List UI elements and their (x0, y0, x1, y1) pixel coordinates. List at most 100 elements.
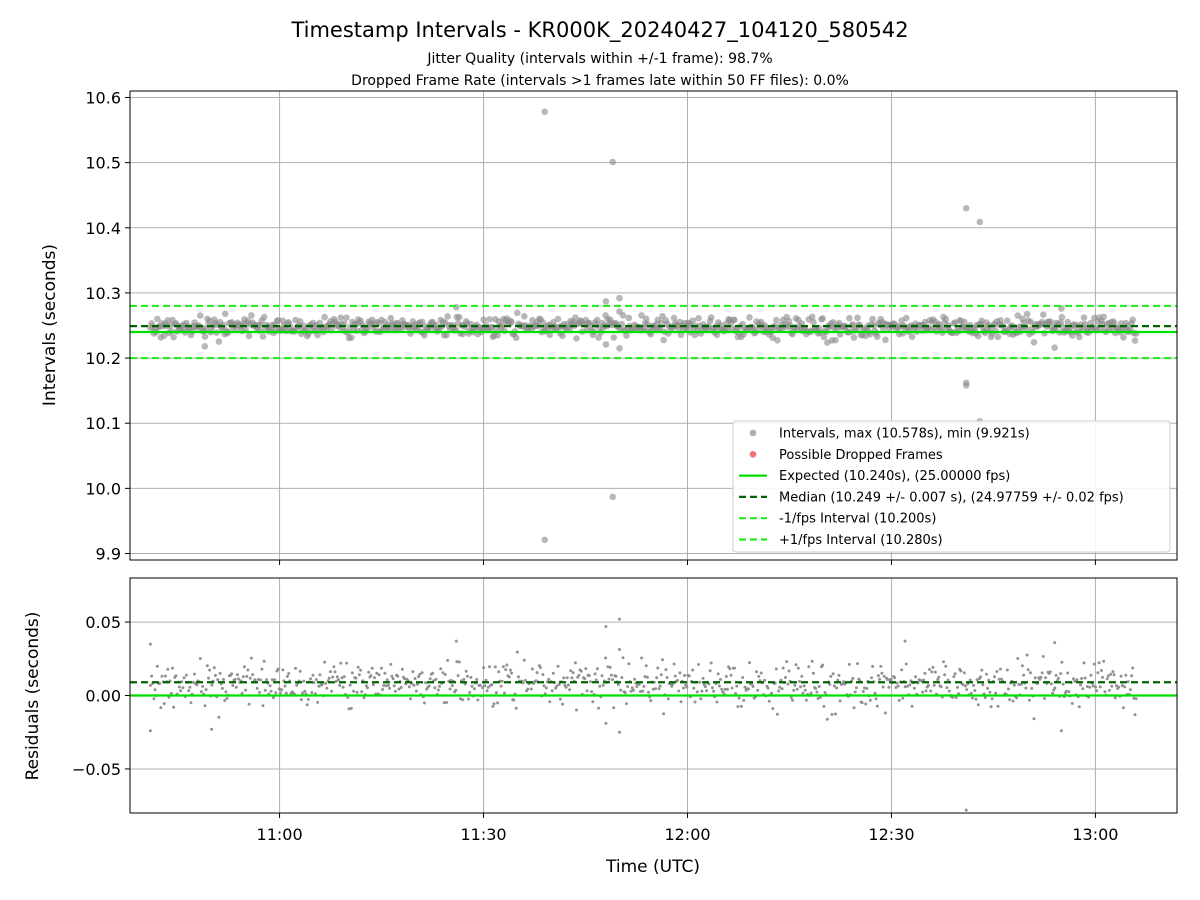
interval-point (555, 684, 559, 688)
outlier-point (148, 642, 152, 646)
interval-point (798, 679, 801, 683)
interval-point (984, 672, 988, 676)
interval-point (606, 665, 610, 669)
interval-point (461, 698, 465, 702)
interval-point (1005, 668, 1009, 672)
y-tick-label: 0.00 (85, 687, 121, 706)
interval-point (273, 678, 277, 682)
interval-point (979, 675, 983, 679)
interval-point (1011, 699, 1015, 703)
outlier-point (903, 639, 907, 643)
interval-point (381, 688, 385, 691)
interval-point (697, 663, 700, 666)
interval-point (222, 678, 225, 681)
interval-point (346, 696, 350, 699)
interval-point (478, 683, 482, 687)
interval-point (529, 687, 533, 691)
interval-point (1040, 311, 1047, 319)
interval-point (499, 684, 503, 688)
interval-point (1108, 688, 1111, 692)
interval-point (1130, 674, 1134, 678)
interval-point (1103, 690, 1107, 694)
interval-point (512, 334, 520, 342)
interval-point (868, 698, 872, 702)
interval-point (311, 673, 315, 677)
interval-point (746, 314, 753, 321)
plot-area (130, 108, 1177, 544)
interval-point (448, 687, 452, 691)
interval-point (1092, 662, 1096, 666)
interval-point (208, 668, 212, 672)
intervals-panel: 9.9 10.0 10.1 10.2 10.3 10.4 10.5 10.6 (85, 89, 1178, 565)
interval-point (817, 685, 821, 688)
interval-point (748, 661, 751, 665)
outlier-point (616, 294, 623, 302)
interval-point (832, 336, 839, 344)
interval-point (766, 686, 770, 690)
interval-point (517, 675, 520, 679)
interval-point (1128, 688, 1132, 692)
interval-point (170, 333, 177, 341)
interval-point (1113, 696, 1117, 700)
interval-point (362, 696, 366, 700)
interval-point (656, 666, 660, 670)
interval-point (930, 670, 934, 674)
interval-point (869, 315, 876, 323)
legend-label: -1/fps Interval (10.200s) (779, 512, 936, 527)
interval-point (825, 717, 829, 721)
interval-point (354, 676, 358, 680)
interval-point (1094, 685, 1098, 689)
outlier-point (964, 808, 968, 812)
interval-point (434, 677, 438, 681)
interval-point (850, 334, 858, 341)
interval-point (681, 686, 685, 690)
interval-point (389, 662, 393, 666)
legend-entry: +1/fps Interval (10.280s) (739, 533, 943, 548)
interval-point (735, 684, 739, 688)
interval-point (575, 708, 578, 712)
interval-point (924, 689, 928, 693)
interval-point (676, 678, 680, 682)
interval-point (936, 678, 940, 682)
interval-point (438, 684, 441, 688)
outlier-point (976, 218, 984, 226)
interval-point (600, 674, 604, 678)
interval-point (284, 691, 288, 695)
interval-point (270, 678, 274, 682)
interval-point (973, 689, 977, 692)
interval-point (584, 667, 588, 671)
interval-point (932, 683, 936, 687)
interval-point (485, 689, 489, 693)
interval-point (880, 671, 884, 675)
interval-point (480, 316, 487, 324)
interval-point (285, 675, 289, 678)
interval-point (894, 686, 898, 689)
interval-point (595, 667, 599, 671)
y-tick-label: 10.4 (85, 219, 121, 238)
interval-point (181, 686, 185, 690)
interval-point (847, 662, 851, 666)
interval-point (1109, 672, 1113, 676)
interval-point (469, 675, 473, 679)
interval-point (975, 332, 982, 340)
interval-point (403, 677, 407, 681)
interval-point (428, 677, 432, 681)
interval-point (470, 684, 474, 688)
interval-point (1017, 683, 1021, 686)
interval-point (1014, 312, 1022, 319)
interval-point (561, 702, 565, 706)
interval-point (296, 318, 304, 325)
interval-point (635, 685, 639, 688)
interval-point (971, 696, 974, 700)
interval-point (942, 660, 945, 664)
interval-point (664, 668, 668, 672)
outlier-point (616, 344, 623, 352)
interval-point (874, 697, 878, 701)
interval-point (278, 691, 282, 695)
interval-point (276, 667, 280, 671)
interval-point (865, 687, 869, 690)
interval-point (986, 686, 990, 690)
interval-point (349, 706, 353, 710)
interval-point (995, 670, 999, 673)
interval-point (609, 673, 613, 677)
